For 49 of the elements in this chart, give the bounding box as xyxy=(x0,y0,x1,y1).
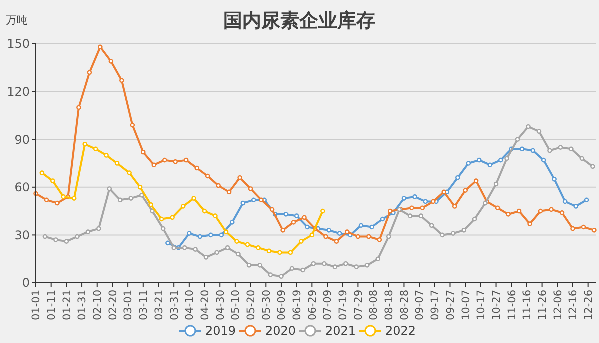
x-tick-label: 07-09 xyxy=(322,290,334,321)
x-tick-label: 01-01 xyxy=(30,290,43,321)
y-tick-label: 0 xyxy=(22,276,30,290)
legend-label: 2022 xyxy=(386,324,416,338)
x-tick-label: 01-11 xyxy=(46,290,58,321)
x-tick-label: 11-06 xyxy=(506,290,518,321)
legend-label: 2021 xyxy=(326,324,356,338)
x-tick-label: 03-11 xyxy=(138,290,150,321)
legend-label: 2019 xyxy=(206,324,236,338)
x-tick-label: 09-07 xyxy=(414,290,426,321)
legend-label: 2020 xyxy=(266,324,296,338)
y-tick-label: 120 xyxy=(7,85,30,99)
x-tick-label: 10-17 xyxy=(476,290,488,321)
x-tick-label: 12-06 xyxy=(552,290,564,321)
x-tick-label: 08-18 xyxy=(384,290,396,321)
x-tick-label: 06-09 xyxy=(276,290,288,321)
y-tick-label: 90 xyxy=(14,132,30,147)
x-tick-label: 02-20 xyxy=(107,290,120,321)
x-tick-label: 03-21 xyxy=(153,290,166,321)
x-tick-label: 11-26 xyxy=(536,290,549,321)
x-tick-label: 08-08 xyxy=(368,290,380,321)
x-tick-label: 07-29 xyxy=(352,290,365,321)
x-tick-label: 09-17 xyxy=(430,290,442,321)
chart-title: 国内尿素企业库存 xyxy=(224,10,376,32)
x-tick-label: 06-29 xyxy=(306,290,319,321)
x-tick-label: 05-30 xyxy=(260,290,273,321)
x-tick-label: 04-30 xyxy=(214,290,227,321)
y-tick-label: 60 xyxy=(14,180,30,195)
x-tick-label: 05-20 xyxy=(245,290,258,321)
x-tick-label: 02-10 xyxy=(92,290,104,321)
y-tick-label: 30 xyxy=(14,228,30,242)
x-tick-label: 12-16 xyxy=(568,290,580,321)
x-tick-label: 04-20 xyxy=(199,290,212,321)
x-tick-label: 03-31 xyxy=(168,290,181,321)
y-tick-label: 150 xyxy=(7,37,30,52)
x-tick-label: 11-16 xyxy=(522,290,534,321)
x-tick-label: 06-19 xyxy=(291,290,304,321)
x-tick-label: 04-10 xyxy=(184,290,196,321)
x-tick-label: 07-19 xyxy=(338,290,350,321)
x-tick-label: 03-01 xyxy=(122,290,135,321)
x-tick-label: 01-21 xyxy=(61,290,74,321)
x-tick-label: 10-27 xyxy=(490,290,503,321)
x-tick-label: 08-28 xyxy=(398,290,411,321)
y-axis-title: 万吨 xyxy=(6,14,28,27)
x-tick-label: 09-27 xyxy=(444,290,457,321)
x-tick-label: 12-26 xyxy=(583,290,596,321)
x-tick-label: 05-10 xyxy=(230,290,242,321)
x-tick-label: 10-07 xyxy=(460,290,472,321)
x-tick-label: 01-31 xyxy=(76,290,89,321)
